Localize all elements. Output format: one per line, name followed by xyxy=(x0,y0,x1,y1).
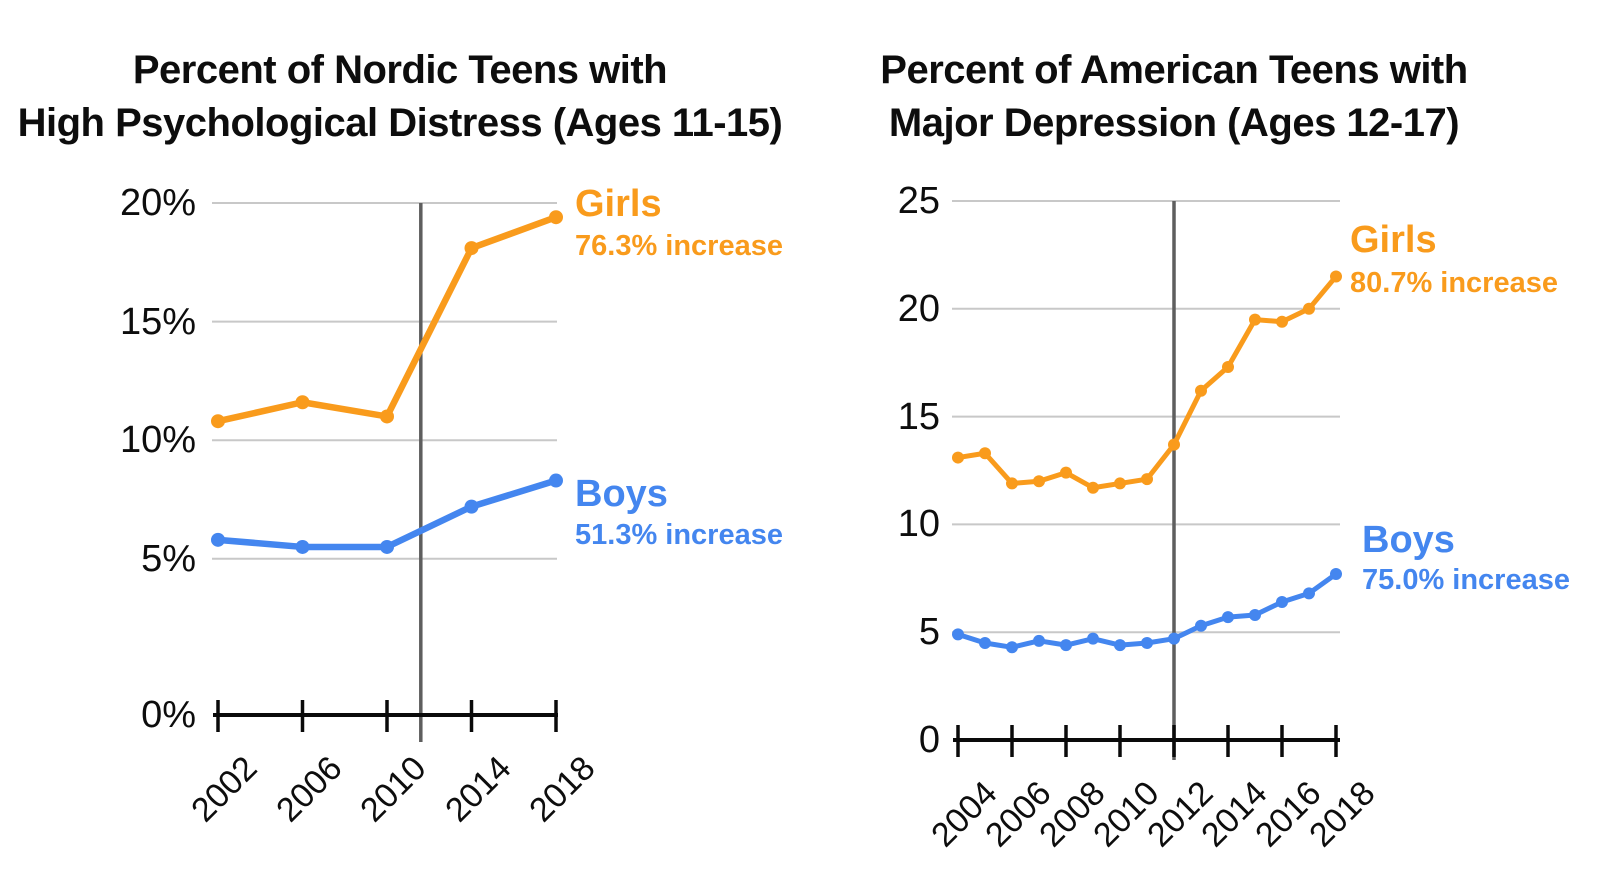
american-girls-point-2010 xyxy=(1114,477,1126,490)
nordic-boys-label: Boys xyxy=(575,473,668,515)
nordic-girls-increase-label: 76.3% increase xyxy=(575,230,783,262)
american-girls-point-2018 xyxy=(1330,270,1342,283)
right-chart-title: Percent of American Teens with Major Dep… xyxy=(772,44,1576,150)
american-girls-point-2006 xyxy=(1006,477,1018,490)
american-girls-point-2015 xyxy=(1249,313,1261,326)
american-boys-point-2009 xyxy=(1087,632,1099,645)
american-boys-point-2018 xyxy=(1330,567,1342,580)
american-girls-point-2008 xyxy=(1060,466,1072,479)
american-y-tick-label-20: 20 xyxy=(897,287,940,330)
nordic-boys-point-2018 xyxy=(549,473,563,488)
american-boys-increase-label: 75.0% increase xyxy=(1362,564,1570,596)
nordic-boys-point-2014 xyxy=(464,499,479,514)
american-girls-label: Girls xyxy=(1350,219,1437,261)
nordic-boys-line xyxy=(214,477,560,551)
nordic-y-tick-label-20%: 20% xyxy=(119,182,196,224)
american-boys-point-2008 xyxy=(1060,639,1072,652)
american-y-tick-label-25: 25 xyxy=(897,180,940,222)
chart-american xyxy=(952,200,1342,760)
nordic-y-tick-label-5%: 5% xyxy=(141,537,196,580)
american-y-tick-label-5: 5 xyxy=(918,611,940,654)
american-boys-point-2017 xyxy=(1303,587,1315,600)
american-boys-point-2016 xyxy=(1276,596,1288,609)
american-boys-point-2013 xyxy=(1195,619,1207,632)
american-boys-point-2012 xyxy=(1168,632,1180,645)
american-boys-point-2010 xyxy=(1114,639,1126,652)
american-boys-point-2006 xyxy=(1006,641,1018,654)
nordic-girls-point-2002 xyxy=(211,414,225,429)
nordic-girls-line xyxy=(214,213,560,425)
nordic-girls-label: Girls xyxy=(575,183,662,225)
american-girls-point-2011 xyxy=(1141,473,1153,486)
nordic-boys-point-2010 xyxy=(380,539,394,554)
nordic-girls-series xyxy=(211,210,563,429)
american-boys-series xyxy=(952,567,1342,654)
american-girls-point-2007 xyxy=(1033,475,1045,488)
american-boys-label: Boys xyxy=(1362,519,1455,561)
american-y-tick-label-10: 10 xyxy=(897,503,940,546)
nordic-boys-series xyxy=(211,473,563,554)
american-girls-point-2009 xyxy=(1087,481,1099,494)
chart-nordic xyxy=(211,202,563,742)
american-boys-line xyxy=(955,571,1339,650)
right-chart-title-line2: Major Depression (Ages 12-17) xyxy=(888,101,1460,145)
left-chart-title: Percent of Nordic Teens with High Psycho… xyxy=(0,44,800,150)
american-boys-point-2007 xyxy=(1033,634,1045,647)
american-girls-point-2012 xyxy=(1168,438,1180,451)
right-chart-title-line1: Percent of American Teens with xyxy=(880,48,1468,92)
american-girls-point-2013 xyxy=(1195,384,1207,397)
nordic-girls-point-2006 xyxy=(295,395,310,410)
american-boys-point-2014 xyxy=(1222,611,1234,624)
american-girls-point-2016 xyxy=(1276,315,1288,328)
nordic-y-tick-label-15%: 15% xyxy=(119,300,196,343)
american-y-tick-label-15: 15 xyxy=(897,395,940,438)
american-boys-point-2005 xyxy=(979,636,991,649)
american-girls-point-2017 xyxy=(1303,302,1315,315)
nordic-y-tick-label-10%: 10% xyxy=(119,419,196,462)
nordic-girls-point-2014 xyxy=(464,241,479,256)
nordic-boys-point-2006 xyxy=(295,539,310,554)
american-boys-point-2015 xyxy=(1249,608,1261,621)
nordic-girls-point-2010 xyxy=(380,409,394,424)
nordic-y-tick-label-0%: 0% xyxy=(141,694,196,736)
american-girls-increase-label: 80.7% increase xyxy=(1350,267,1558,299)
american-girls-point-2004 xyxy=(952,451,964,464)
american-boys-point-2011 xyxy=(1141,636,1153,649)
american-girls-series xyxy=(952,270,1342,494)
american-y-tick-label-0: 0 xyxy=(918,719,940,761)
nordic-boys-point-2002 xyxy=(211,532,225,547)
american-boys-point-2004 xyxy=(952,628,964,641)
left-chart-title-line1: Percent of Nordic Teens with xyxy=(132,48,668,92)
american-girls-point-2005 xyxy=(979,447,991,460)
nordic-boys-increase-label: 51.3% increase xyxy=(575,519,783,551)
american-girls-point-2014 xyxy=(1222,361,1234,374)
left-chart-title-line2: High Psychological Distress (Ages 11-15) xyxy=(17,101,783,145)
nordic-girls-point-2018 xyxy=(549,210,563,225)
